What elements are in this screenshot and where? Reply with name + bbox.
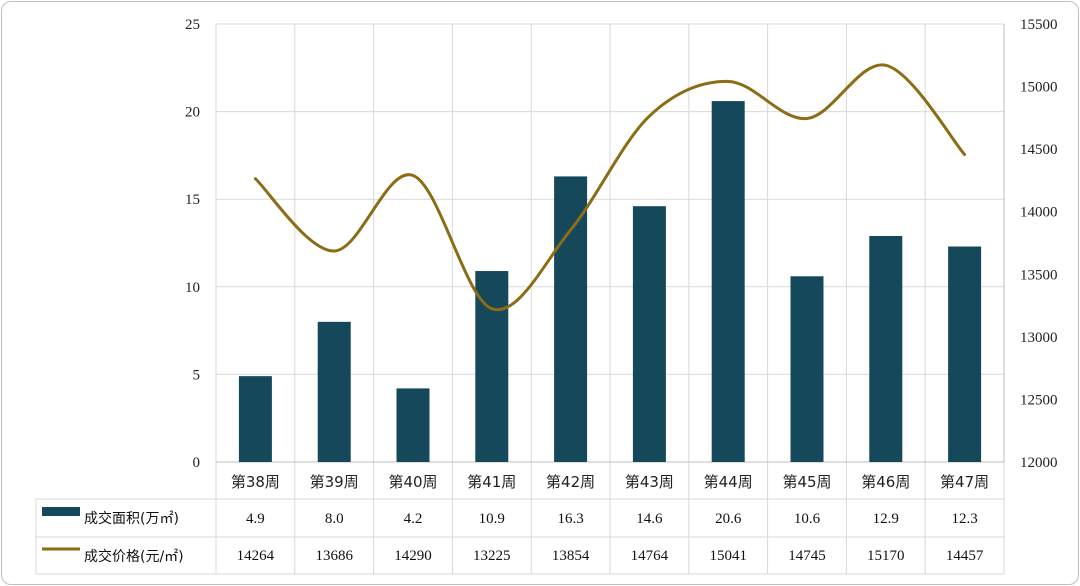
y-left-tick-label: 5 xyxy=(193,367,201,383)
bar xyxy=(790,276,824,462)
x-category-label: 第39周 xyxy=(310,473,359,491)
table-cell-price: 14457 xyxy=(946,548,984,564)
bar xyxy=(238,376,272,462)
table-cell-area: 4.9 xyxy=(246,511,265,527)
bar xyxy=(317,321,351,462)
bar xyxy=(948,246,982,462)
bar xyxy=(396,388,430,462)
x-category-label: 第45周 xyxy=(782,473,831,491)
x-category-label: 第41周 xyxy=(467,473,516,491)
legend-label-price: 成交价格(元/㎡) xyxy=(84,548,184,565)
y-left-tick-label: 20 xyxy=(185,105,200,121)
y-right-tick-label: 12500 xyxy=(1020,392,1058,408)
y-right-tick-label: 13500 xyxy=(1020,267,1058,283)
x-category-label: 第42周 xyxy=(546,473,595,491)
table-cell-price: 13854 xyxy=(552,548,590,564)
legend-label-area: 成交面积(万㎡) xyxy=(84,510,179,527)
x-category-label: 第40周 xyxy=(388,473,437,491)
bar xyxy=(475,271,509,462)
y-left-tick-label: 10 xyxy=(185,280,200,296)
table-cell-area: 16.3 xyxy=(557,511,583,527)
y-left-tick-label: 0 xyxy=(193,455,201,471)
y-left-tick-label: 15 xyxy=(185,192,200,208)
bar xyxy=(632,206,666,462)
table-cell-price: 14264 xyxy=(237,548,275,564)
table-cell-area: 10.9 xyxy=(479,511,505,527)
y-right-tick-label: 14500 xyxy=(1020,142,1058,158)
table-cell-price: 14745 xyxy=(788,548,826,564)
x-category-label: 第47周 xyxy=(940,473,989,491)
table-cell-area: 10.6 xyxy=(794,511,821,527)
x-category-label: 第46周 xyxy=(861,473,910,491)
table-cell-area: 4.2 xyxy=(404,511,423,527)
x-category-label: 第43周 xyxy=(625,473,674,491)
bar xyxy=(554,176,588,462)
legend-key-bar xyxy=(42,507,80,516)
table-cell-area: 12.3 xyxy=(951,511,977,527)
price-line xyxy=(253,63,967,312)
x-category-label: 第44周 xyxy=(704,473,753,491)
table-cell-area: 8.0 xyxy=(325,511,344,527)
table-cell-area: 14.6 xyxy=(636,511,663,527)
bar xyxy=(711,101,745,462)
table-cell-price: 15041 xyxy=(709,548,747,564)
table-cell-area: 20.6 xyxy=(715,511,742,527)
table-cell-price: 13686 xyxy=(315,548,353,564)
table-cell-area: 12.9 xyxy=(873,511,899,527)
y-right-tick-label: 15500 xyxy=(1020,17,1058,33)
table-cell-price: 15170 xyxy=(867,548,905,564)
y-left-tick-label: 25 xyxy=(185,17,200,33)
y-right-tick-label: 15000 xyxy=(1020,80,1058,96)
y-right-tick-label: 13000 xyxy=(1020,330,1058,346)
y-right-tick-label: 14000 xyxy=(1020,205,1058,221)
table-cell-price: 13225 xyxy=(473,548,511,564)
table-cell-price: 14764 xyxy=(631,548,669,564)
bar xyxy=(869,235,903,462)
x-category-label: 第38周 xyxy=(231,473,280,491)
table-cell-price: 14290 xyxy=(394,548,432,564)
y-right-tick-label: 12000 xyxy=(1020,455,1058,471)
